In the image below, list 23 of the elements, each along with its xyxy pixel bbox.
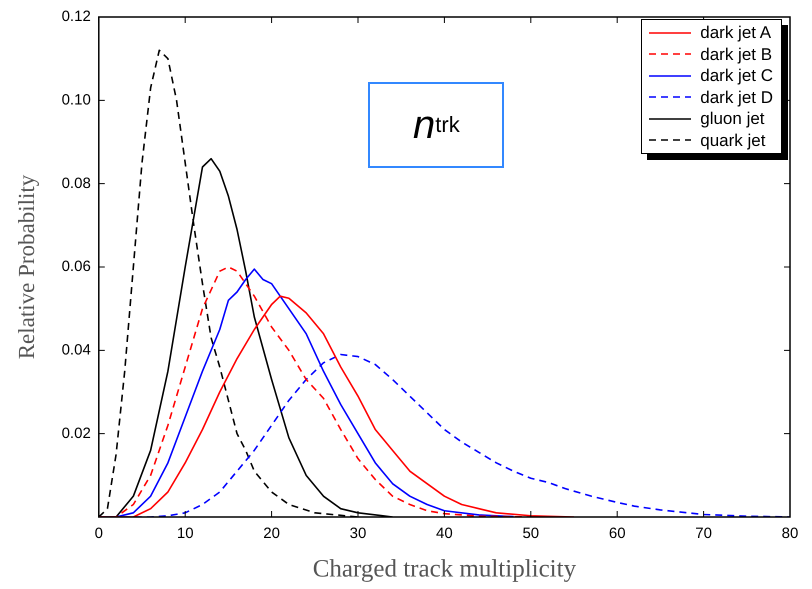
y-tick-label: 0.06: [62, 258, 91, 276]
x-tick-label: 70: [695, 525, 712, 542]
x-tick-label: 60: [608, 525, 626, 542]
x-tick-label: 0: [94, 525, 103, 542]
y-tick-label: 0.02: [62, 424, 91, 442]
y-tick-label: 0.10: [62, 91, 91, 108]
x-tick-label: 10: [176, 525, 194, 542]
y-axis-title: Relative Probability: [14, 174, 39, 360]
legend-label: gluon jet: [700, 108, 765, 130]
x-tick-label: 20: [263, 525, 280, 542]
legend-label: dark jet B: [700, 44, 772, 65]
legend-label: dark jet C: [700, 65, 773, 86]
x-axis-title: Charged track multiplicity: [312, 556, 577, 583]
legend-label: dark jet A: [700, 22, 772, 44]
y-tick-label: 0.04: [62, 341, 91, 358]
y-tick-label: 0.08: [62, 174, 91, 192]
y-tick-label: 0.12: [62, 8, 91, 26]
x-tick-label: 50: [522, 525, 540, 542]
x-tick-label: 80: [782, 525, 798, 542]
x-tick-label: 30: [350, 525, 366, 542]
legend-label: quark jet: [700, 130, 766, 151]
legend-label: dark jet D: [700, 86, 773, 108]
x-tick-label: 40: [436, 525, 453, 542]
